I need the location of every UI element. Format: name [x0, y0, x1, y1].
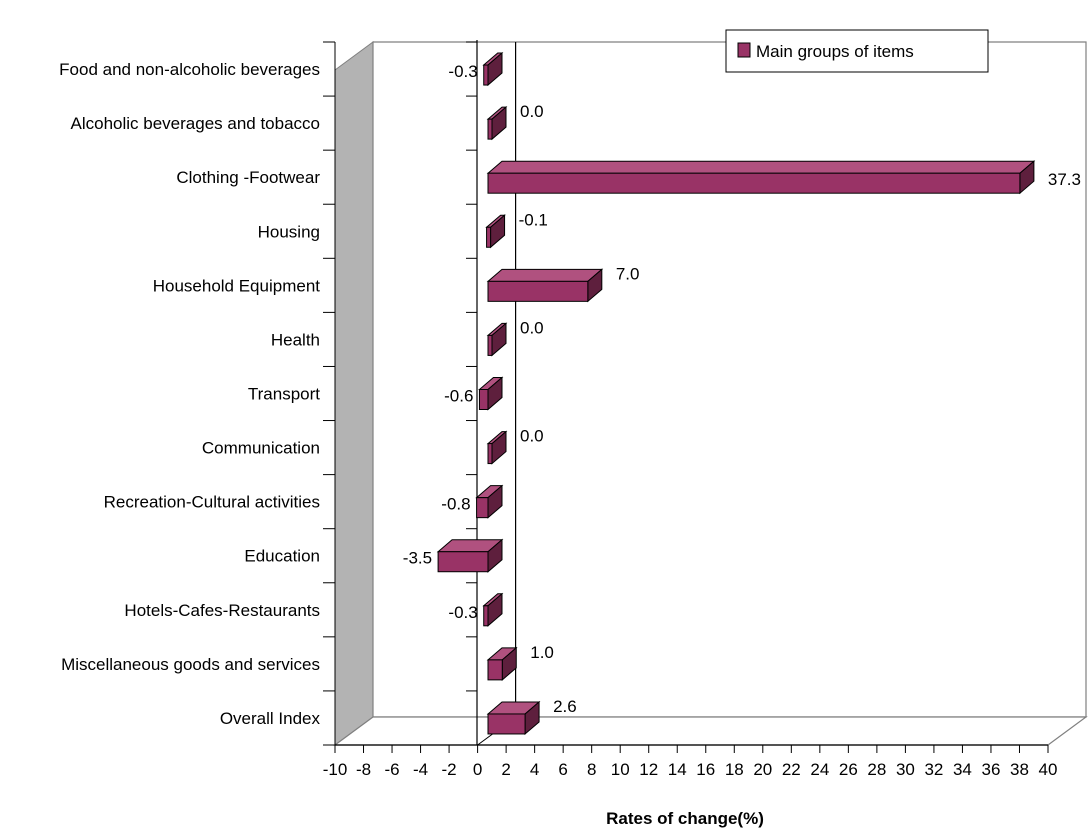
value-tick-label: 40 [1039, 760, 1058, 779]
bar [483, 605, 489, 627]
value-tick-label: 10 [611, 760, 630, 779]
category-label: Housing [258, 222, 320, 241]
bar [437, 551, 489, 573]
category-label: Household Equipment [153, 276, 321, 295]
data-label: 0.0 [520, 102, 544, 121]
data-label: -0.6 [444, 387, 473, 406]
legend-swatch [737, 42, 751, 58]
bar [483, 64, 489, 86]
value-tick-label: 8 [587, 760, 596, 779]
bar [487, 280, 589, 302]
category-label: Communication [202, 439, 320, 458]
category-label: Clothing -Footwear [176, 168, 320, 187]
data-label: 37.3 [1048, 170, 1081, 189]
value-tick-label: 12 [639, 760, 658, 779]
legend-label: Main groups of items [756, 42, 914, 61]
value-tick-label: 34 [953, 760, 972, 779]
value-tick-label: 22 [782, 760, 801, 779]
bar-top [486, 268, 604, 282]
category-label: Transport [248, 385, 320, 404]
category-label: Overall Index [220, 709, 321, 728]
back-wall [372, 41, 1087, 718]
category-label: Miscellaneous goods and services [61, 655, 320, 674]
value-tick-label: -8 [356, 760, 371, 779]
value-tick-label: 30 [896, 760, 915, 779]
category-label: Alcoholic beverages and tobacco [71, 114, 321, 133]
bar [486, 226, 492, 248]
value-tick-label: 4 [530, 760, 539, 779]
floor [333, 716, 1088, 746]
category-label: Food and non-alcoholic beverages [59, 60, 320, 79]
value-tick-label: 18 [725, 760, 744, 779]
value-tick-label: -4 [413, 760, 428, 779]
data-label: -3.5 [403, 549, 432, 568]
bar [487, 659, 503, 681]
side-wall [334, 41, 374, 746]
data-label: -0.8 [441, 495, 470, 514]
bar [487, 443, 493, 465]
data-label: 0.0 [520, 427, 544, 446]
x-axis-title: Rates of change(%) [606, 809, 764, 828]
value-tick-label: -6 [384, 760, 399, 779]
bar-top [486, 160, 1036, 174]
bar [476, 497, 489, 519]
data-label: 2.6 [553, 697, 577, 716]
value-tick-label: 20 [753, 760, 772, 779]
value-tick-label: 6 [558, 760, 567, 779]
legend-box [725, 29, 989, 73]
data-label: 0.0 [520, 318, 544, 337]
value-tick-label: 36 [981, 760, 1000, 779]
data-label: 1.0 [530, 643, 554, 662]
category-label: Education [244, 547, 320, 566]
value-tick-label: 32 [924, 760, 943, 779]
value-tick-label: 2 [501, 760, 510, 779]
value-tick-label: 24 [810, 760, 829, 779]
bar [487, 118, 493, 140]
bar [487, 172, 1021, 194]
category-label: Recreation-Cultural activities [104, 493, 320, 512]
bar [478, 389, 489, 410]
value-tick-label: -10 [323, 760, 348, 779]
data-label: -0.3 [448, 603, 477, 622]
value-tick-label: 0 [473, 760, 482, 779]
bar [487, 334, 493, 356]
value-tick-label: 14 [668, 760, 687, 779]
value-tick-label: 16 [696, 760, 715, 779]
data-label: 7.0 [616, 264, 640, 283]
value-tick-label: -2 [442, 760, 457, 779]
bar [487, 713, 526, 735]
category-label: Hotels-Cafes-Restaurants [124, 601, 320, 620]
data-label: -0.3 [448, 62, 477, 81]
data-label: -0.1 [519, 210, 548, 229]
category-label: Health [271, 330, 320, 349]
value-tick-label: 28 [867, 760, 886, 779]
value-tick-label: 38 [1010, 760, 1029, 779]
value-tick-label: 26 [839, 760, 858, 779]
